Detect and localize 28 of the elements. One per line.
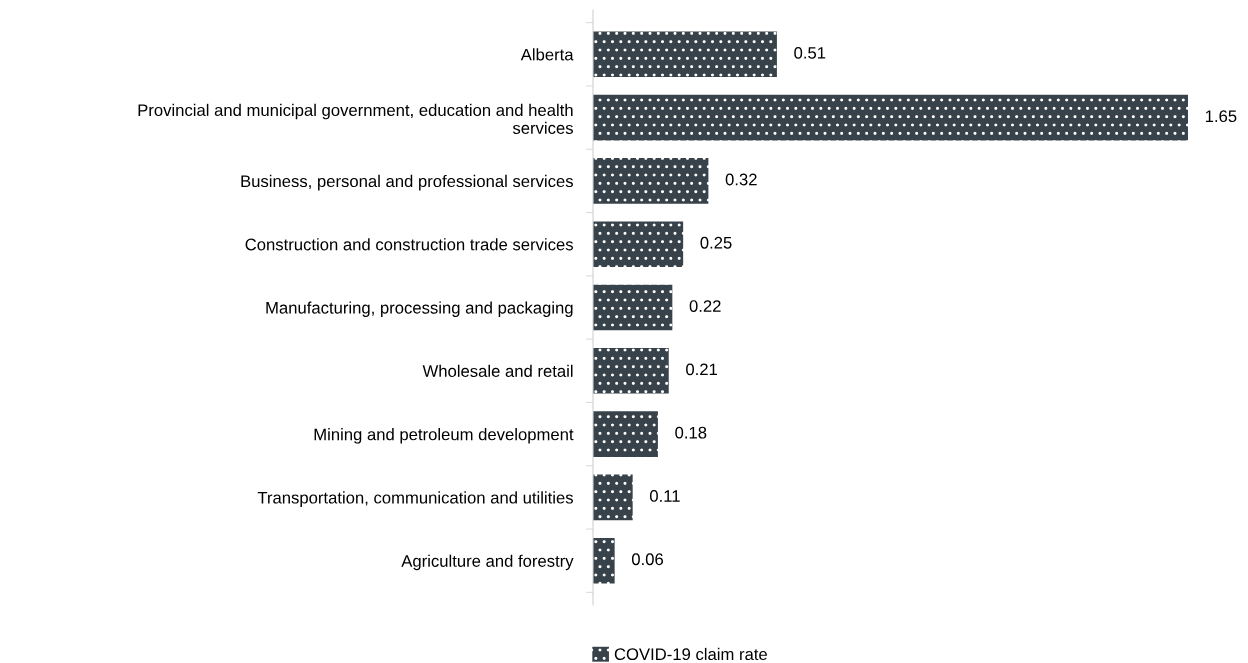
data-label: 0.22 (689, 300, 721, 312)
data-label: 0.18 (675, 426, 707, 439)
data-label: 0.25 (700, 236, 732, 249)
bar (593, 221, 684, 267)
y-tick-label: Manufacturing, processing and packaging (266, 301, 573, 317)
y-tick-label: Transportation, communication and utilities (257, 491, 573, 507)
data-label: 0.32 (725, 173, 757, 186)
bar (593, 474, 633, 521)
bar (593, 31, 777, 78)
bar (593, 411, 658, 457)
data-label: 0.06 (631, 553, 664, 566)
data-label: 0.51 (794, 46, 826, 59)
y-tick-label: Construction and construction trade services (245, 238, 573, 251)
y-tick-label: Business, personal and professional services (241, 174, 573, 191)
legend-label: COVID-19 claim rate (614, 647, 767, 661)
data-label: 1.65 (1205, 110, 1237, 123)
bar (593, 348, 669, 394)
bar (593, 94, 1188, 141)
y-tick-label: Agriculture and forestry (401, 554, 574, 571)
bar (593, 284, 673, 331)
data-label: 0.21 (686, 363, 718, 376)
bar (593, 537, 615, 584)
y-tick-label: Wholesale and retail (422, 364, 573, 377)
data-label: 0.11 (649, 490, 680, 502)
bar (593, 158, 709, 204)
y-tick-label: Alberta (520, 48, 574, 61)
y-tick-label: Mining and petroleum development (314, 428, 574, 444)
y-tick-label: Provincial and municipal government, education and health services (138, 103, 573, 134)
